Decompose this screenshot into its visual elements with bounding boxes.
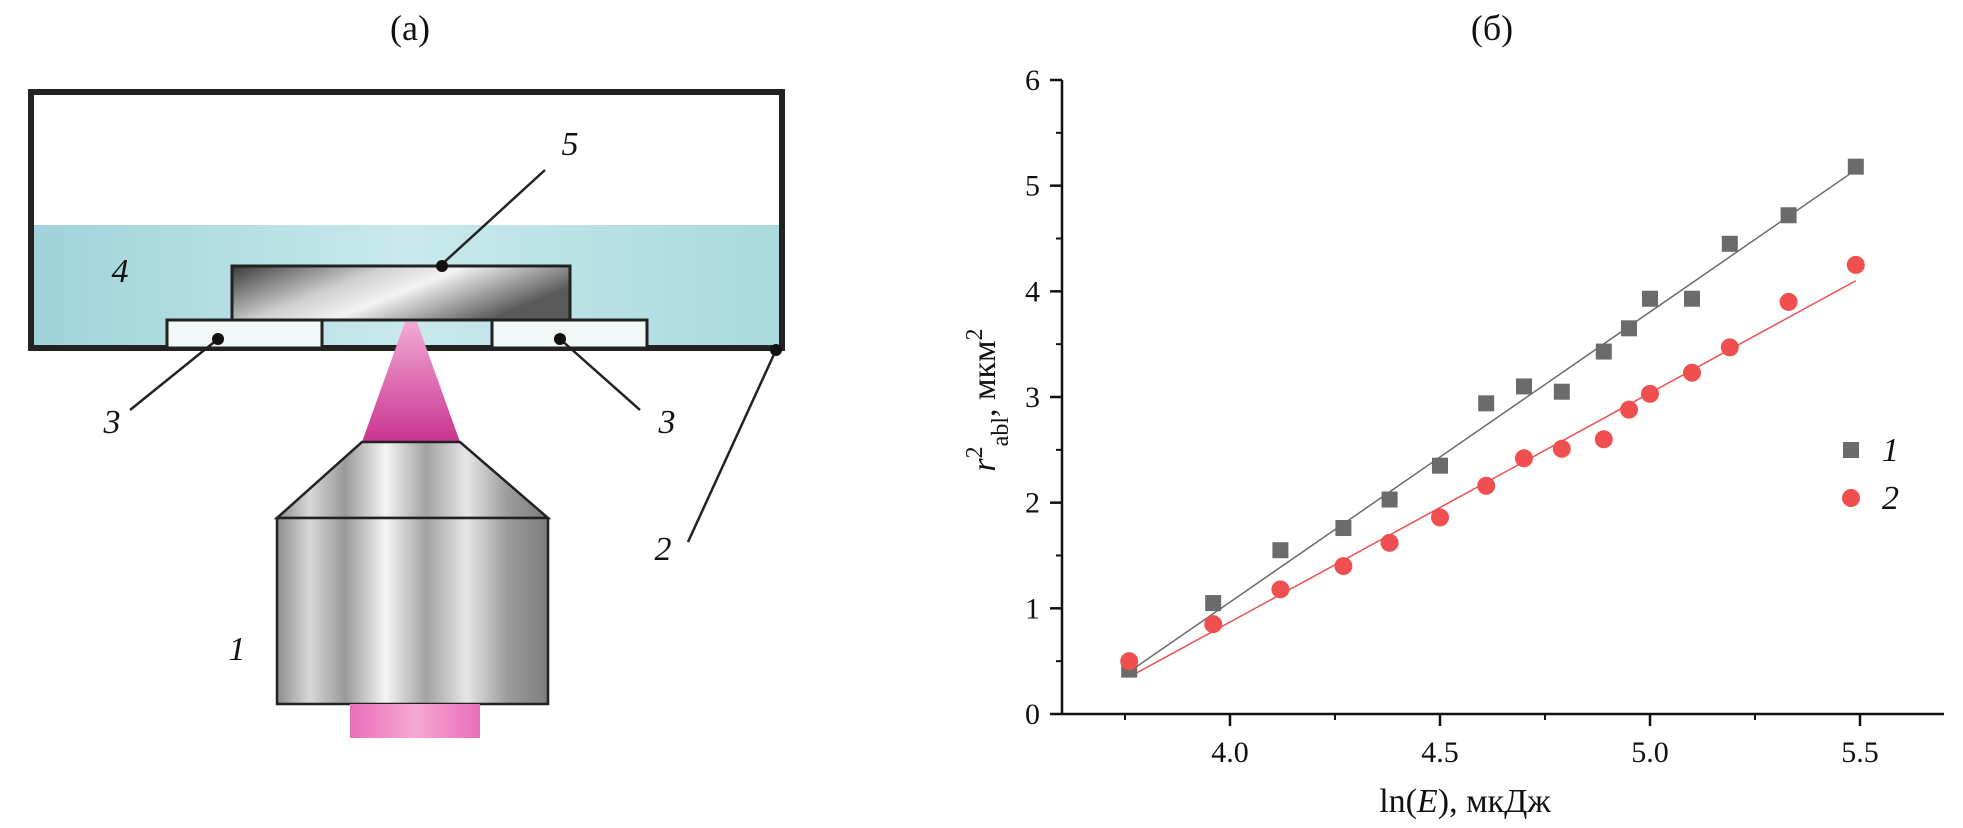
point-series-1 — [1478, 395, 1495, 412]
point-series-1 — [1684, 290, 1700, 307]
y-tick-label: 1 — [1025, 592, 1040, 625]
legend-marker-1 — [1843, 442, 1859, 458]
laser-cone — [362, 322, 460, 442]
y-tick-label: 6 — [1025, 64, 1040, 97]
x-tick-label: 4.0 — [1211, 736, 1249, 769]
point-series-2 — [1120, 652, 1139, 671]
point-series-1 — [1621, 320, 1637, 337]
fit-line-series-2 — [1128, 280, 1857, 678]
point-series-1 — [1272, 542, 1289, 559]
x-tick-label: 5.5 — [1841, 736, 1879, 769]
point-series-1 — [1780, 207, 1797, 224]
sample — [230, 264, 572, 322]
laser-beam — [350, 704, 480, 738]
fit-lines — [1128, 169, 1857, 678]
x-tick-label: 4.5 — [1421, 736, 1459, 769]
callout-3-left: 3 — [103, 404, 121, 441]
y-tick-label: 4 — [1025, 275, 1040, 308]
point-series-1 — [1381, 491, 1398, 508]
x-tick-label: 5.0 — [1631, 736, 1669, 769]
point-series-2 — [1720, 338, 1739, 357]
y-tick-label: 2 — [1025, 487, 1040, 520]
objective-top — [273, 440, 552, 520]
point-series-1 — [1847, 158, 1864, 175]
point-series-2 — [1846, 255, 1865, 274]
legend-marker-2 — [1842, 489, 1860, 507]
point-series-2 — [1477, 476, 1496, 495]
y-tick-label: 3 — [1025, 381, 1040, 414]
point-series-1 — [1432, 457, 1448, 474]
callout-3-right: 3 — [658, 404, 676, 441]
point-series-2 — [1779, 292, 1798, 311]
callout-1: 1 — [229, 631, 246, 668]
point-series-2 — [1620, 400, 1638, 419]
point-series-1 — [1553, 383, 1570, 400]
panel-a-label: (а) — [390, 8, 430, 48]
point-series-2 — [1380, 533, 1399, 552]
y-tick-label: 5 — [1025, 170, 1040, 203]
point-series-1 — [1335, 520, 1352, 537]
spacer-left — [165, 318, 324, 350]
point-series-2 — [1271, 580, 1290, 599]
data-points — [1120, 158, 1865, 678]
point-series-1 — [1642, 290, 1658, 307]
panel-a: (а) 5 4 3 3 2 1 — [28, 8, 785, 738]
point-series-2 — [1552, 439, 1571, 458]
point-series-1 — [1205, 595, 1222, 612]
point-series-1 — [1516, 378, 1532, 395]
point-series-2 — [1515, 449, 1533, 468]
legend-label-1: 1 — [1882, 432, 1899, 469]
point-series-2 — [1204, 615, 1223, 634]
callout-4: 4 — [112, 253, 129, 290]
point-series-2 — [1683, 363, 1701, 382]
point-series-1 — [1721, 235, 1738, 252]
x-axis-title: ln(E), мкДж — [1379, 783, 1551, 820]
panel-b-label: (б) — [1471, 8, 1513, 48]
y-tick-label: 0 — [1025, 698, 1040, 731]
y-axis-title: r2abl, мкм2 — [962, 328, 1014, 471]
fit-line-series-1 — [1128, 169, 1857, 673]
point-series-2 — [1431, 508, 1449, 527]
point-series-2 — [1594, 430, 1613, 449]
point-series-2 — [1334, 557, 1353, 576]
callout-2: 2 — [655, 531, 672, 568]
point-series-2 — [1641, 384, 1659, 403]
legend-label-2: 2 — [1882, 480, 1899, 517]
objective-body — [275, 516, 550, 706]
callout-5: 5 — [562, 126, 579, 163]
legend: 12 — [1842, 432, 1899, 517]
spacer-right — [490, 318, 649, 350]
point-series-1 — [1595, 343, 1612, 360]
